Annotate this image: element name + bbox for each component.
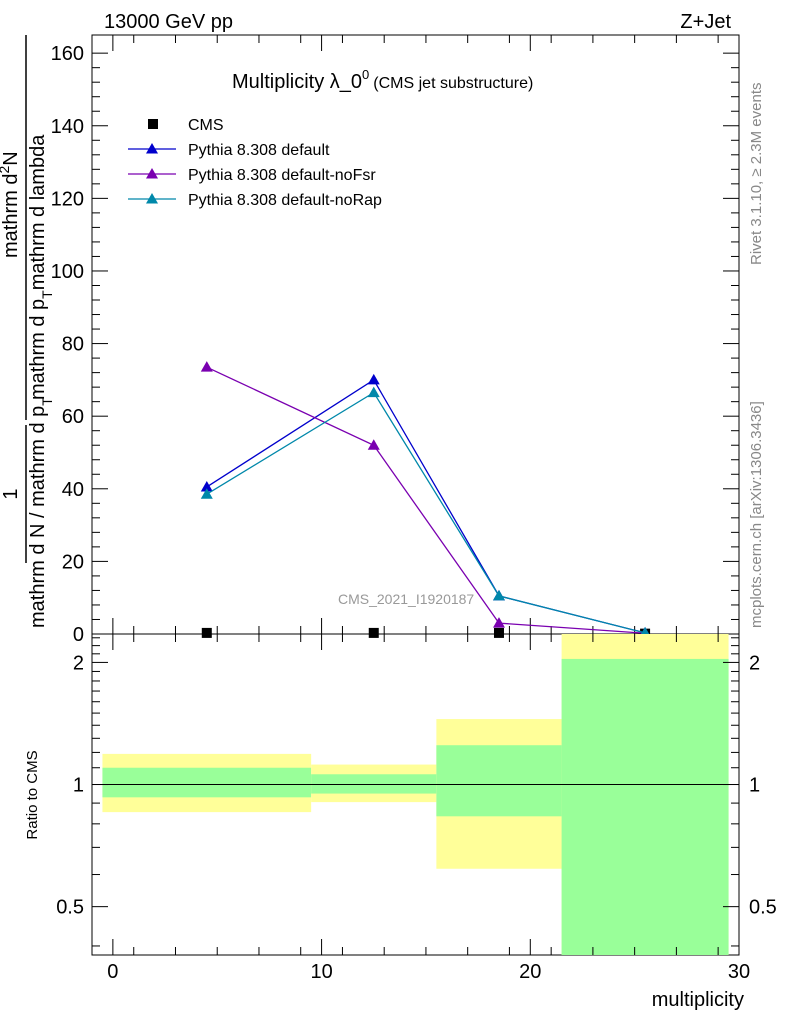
main-series-group [200, 361, 652, 639]
ratio-band-stat [436, 745, 562, 817]
main-ytick-label: 120 [51, 188, 84, 210]
main-y-ticks: 0 20 40 60 80 100 120 140 160 [51, 35, 740, 646]
legend: CMS Pythia 8.308 default Pythia 8.308 defa… [128, 117, 382, 209]
ratio-plot-frame [91, 633, 740, 956]
main-ytick-label: 20 [62, 551, 84, 573]
series-marker-1 [200, 480, 213, 492]
series-marker-3 [492, 589, 505, 601]
series-marker-1 [367, 373, 380, 385]
ratio-ytick-label-left: 0.5 [56, 897, 84, 919]
legend-marker [146, 193, 158, 204]
mcplots-label: mcplots.cern.ch [arXiv:1306.3436] [748, 401, 765, 628]
series-line-3 [206, 391, 646, 634]
ratio-xtick-label: 0 [107, 961, 118, 983]
legend-label: Pythia 8.308 default [188, 142, 330, 159]
ratio-ytick-label-left: 1 [73, 775, 84, 797]
series-marker-3 [367, 386, 380, 398]
cms-data-point [493, 627, 504, 638]
main-ytick-label: 160 [51, 43, 84, 65]
main-ytick-label: 0 [73, 624, 84, 646]
main-ytick-label: 40 [62, 479, 84, 501]
ylabel-right-numerator: mathrm d2N [0, 151, 22, 258]
legend-marker [146, 168, 158, 179]
main-ytick-label: 100 [51, 261, 84, 283]
ratio-xtick-label: 30 [728, 961, 750, 983]
cms-data-point [201, 627, 212, 638]
series-marker-2 [367, 439, 380, 450]
series-line-2 [206, 366, 646, 634]
chart-title: Multiplicity λ_00(CMS jet substructure) [232, 67, 533, 93]
ratio-band-stat [311, 774, 437, 794]
x-axis-label: multiplicity [652, 989, 744, 1011]
series-marker-2 [200, 361, 213, 372]
ratio-ytick-label-left: 2 [73, 652, 84, 674]
ylabel-left-denominator: mathrm d N / mathrm d pT [27, 397, 55, 628]
main-ytick-label: 60 [62, 406, 84, 428]
main-y-axis-label: 1 mathrm d N / mathrm d pT mathrm d2N ma… [0, 35, 55, 628]
ratio-bands-group [92, 634, 739, 955]
analysis-watermark: CMS_2021_I1920187 [338, 591, 474, 607]
ratio-xtick-label: 20 [519, 961, 541, 983]
ratio-ticks: 0.5 0.51 12 20 10 20 30 [56, 634, 777, 983]
ratio-band-stat [561, 658, 729, 955]
main-ytick-label: 140 [51, 116, 84, 138]
cms-data-point [368, 627, 379, 638]
rivet-label: Rivet 3.1.10, ≥ 2.3M events [748, 83, 765, 266]
series-marker-2 [492, 617, 505, 628]
ratio-y-axis-label: Ratio to CMS [24, 750, 41, 839]
legend-marker-cms [148, 119, 158, 129]
legend-label: Pythia 8.308 default-noFsr [188, 167, 376, 184]
process-label: Z+Jet [680, 11, 731, 33]
legend-marker [146, 143, 158, 154]
ylabel-right-denominator: mathrm d pTmathrm d lambda [27, 134, 55, 400]
series-marker-3 [200, 488, 213, 499]
ylabel-one: 1 [0, 488, 22, 499]
energy-label: 13000 GeV pp [104, 11, 233, 33]
legend-label: CMS [188, 117, 224, 134]
ratio-ytick-label-right: 0.5 [749, 897, 777, 919]
ratio-band-stat [102, 767, 312, 798]
main-ytick-label: 80 [62, 334, 84, 356]
ratio-ytick-label-right: 1 [749, 775, 760, 797]
ratio-ytick-label-right: 2 [749, 652, 760, 674]
ratio-xtick-label: 10 [310, 961, 332, 983]
legend-label: Pythia 8.308 default-noRap [188, 192, 382, 209]
